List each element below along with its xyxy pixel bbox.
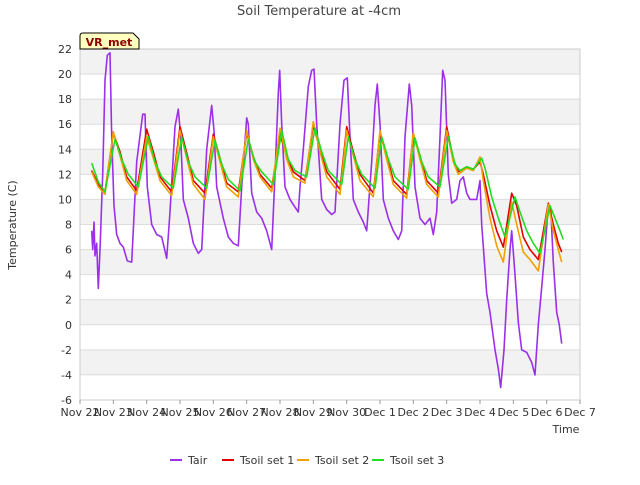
x-tick-label: Dec 2 (397, 406, 429, 419)
plot-area-frame (79, 48, 581, 401)
y-tick-label: 16 (58, 118, 72, 131)
grid-band (80, 49, 580, 75)
y-tick-label: 22 (58, 43, 72, 56)
x-tick-label: Nov 28 (261, 406, 300, 419)
grid-band (80, 249, 580, 275)
x-axis-label: Time (552, 423, 580, 436)
y-tick-label: 10 (58, 193, 72, 206)
x-tick-label: Nov 26 (194, 406, 233, 419)
y-tick-label: 14 (58, 143, 72, 156)
y-tick-label: -6 (61, 394, 72, 407)
y-tick-label: 18 (58, 93, 72, 106)
series-line-3 (90, 127, 565, 255)
y-tick-label: 8 (65, 219, 72, 232)
y-tick-label: -4 (61, 369, 72, 382)
legend-label-0: Tair (187, 454, 208, 467)
grid-band (80, 149, 580, 175)
x-tick-label: Dec 3 (431, 406, 463, 419)
x-tick-label: Nov 23 (94, 406, 133, 419)
legend-label-2: Tsoil set 2 (314, 454, 369, 467)
x-tick-label: Dec 1 (364, 406, 396, 419)
series-line-0 (90, 52, 563, 389)
x-tick-label: Dec 7 (564, 406, 596, 419)
grid-band (80, 99, 580, 125)
badge-shape (79, 32, 140, 50)
series-lines (90, 52, 565, 389)
x-tick-label: Nov 25 (161, 406, 200, 419)
grid-band (80, 349, 580, 375)
grid-band (80, 299, 580, 325)
x-tick-label: Nov 29 (294, 406, 333, 419)
y-tick-label: 4 (65, 269, 72, 282)
legend-label-3: Tsoil set 3 (389, 454, 444, 467)
chart-title: Soil Temperature at -4cm (237, 4, 401, 19)
y-tick-label: 6 (65, 244, 72, 257)
x-tick-label: Nov 22 (61, 406, 100, 419)
station-badge: VR_met (79, 32, 140, 50)
x-tick-label: Nov 30 (327, 406, 366, 419)
x-tick-label: Dec 4 (464, 406, 496, 419)
y-tick-label: 20 (58, 68, 72, 81)
y-tick-label: 0 (65, 319, 72, 332)
y-axis-label: Temperature (C) (6, 180, 19, 270)
x-tick-label: Dec 6 (531, 406, 563, 419)
x-tick-label: Nov 24 (127, 406, 166, 419)
y-axis-ticks: -6 -4 -2 0 2 4 6 8 10 12 14 16 18 20 22 (58, 43, 72, 407)
legend-label-1: Tsoil set 1 (239, 454, 294, 467)
y-tick-label: -2 (61, 344, 72, 357)
y-tick-label: 2 (65, 294, 72, 307)
legend: Tair Tsoil set 1 Tsoil set 2 Tsoil set 3 (170, 454, 444, 467)
grid-bands (80, 49, 580, 375)
x-tick-label: Nov 27 (227, 406, 266, 419)
y-tick-label: 12 (58, 168, 72, 181)
badge-text: VR_met (86, 36, 133, 49)
x-tick-label: Dec 5 (497, 406, 529, 419)
